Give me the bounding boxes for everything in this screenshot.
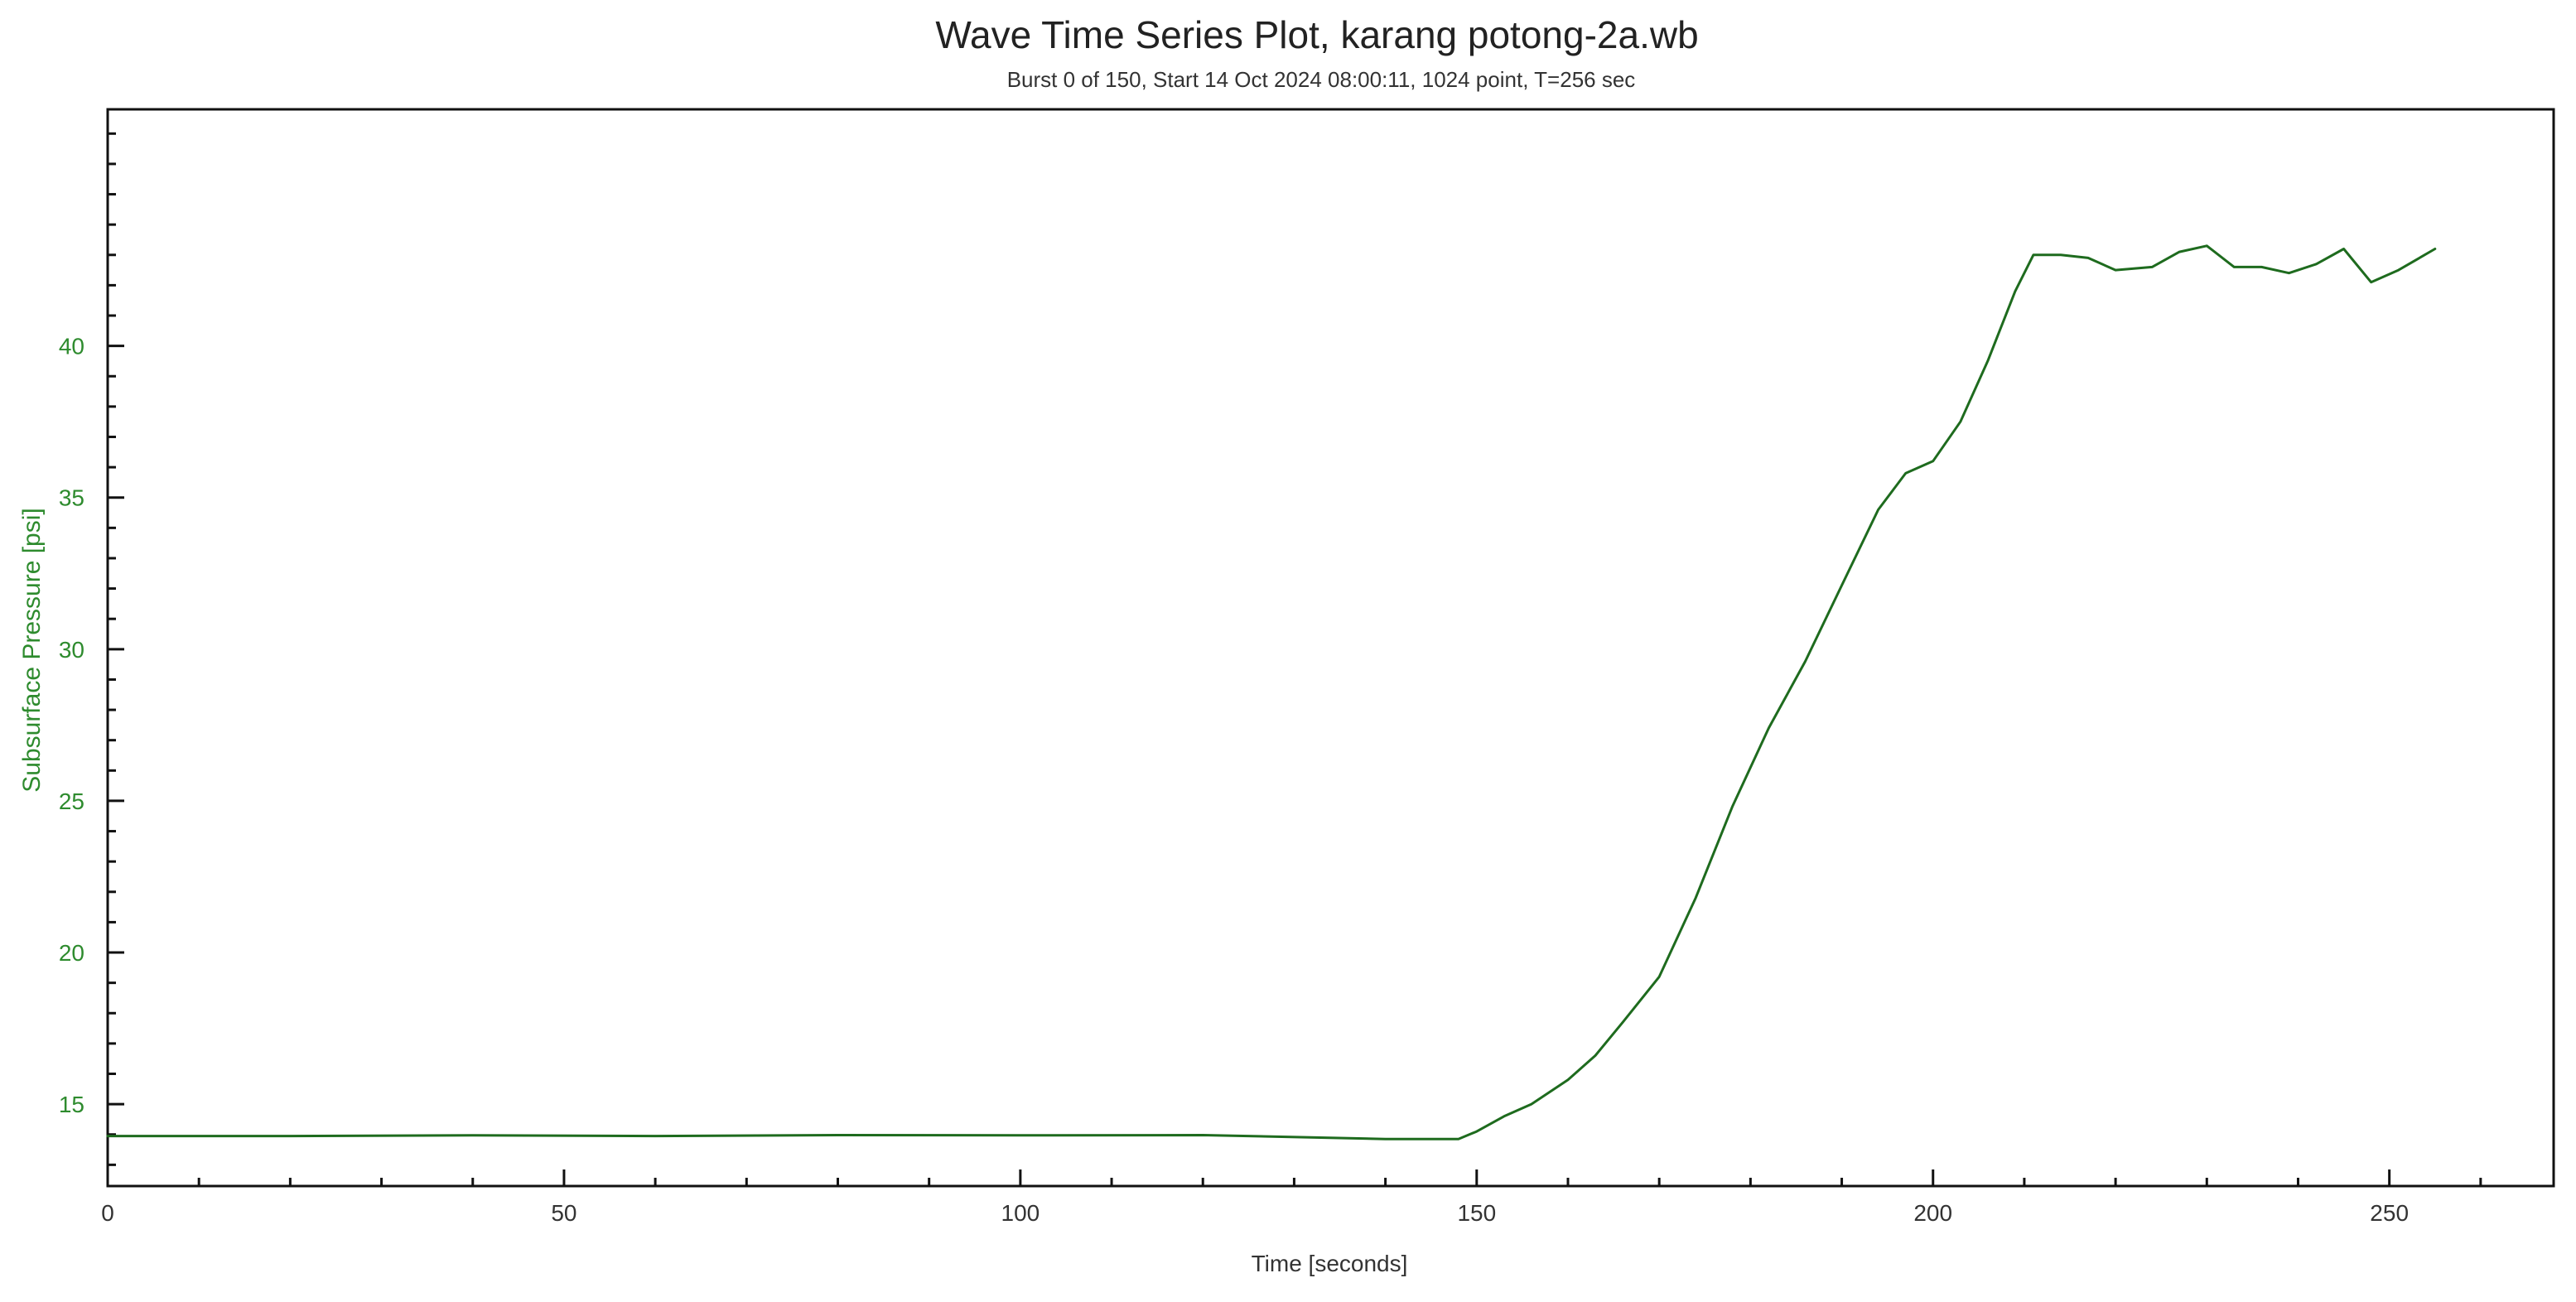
y-tick-label: 15 <box>59 1092 84 1117</box>
series-line <box>106 244 2437 1140</box>
y-tick-label: 30 <box>59 637 84 663</box>
plot-frame <box>106 108 2555 1188</box>
x-tick-label: 0 <box>101 1200 114 1226</box>
y-tick-label: 35 <box>59 485 84 511</box>
x-tick-label: 200 <box>1913 1200 1952 1226</box>
y-tick-label: 40 <box>59 334 84 359</box>
x-tick-label: 100 <box>1001 1200 1040 1226</box>
chart-title: Wave Time Series Plot, karang potong-2a.… <box>935 13 1698 56</box>
chart-subtitle: Burst 0 of 150, Start 14 Oct 2024 08:00:… <box>1007 67 1636 92</box>
x-axis-title: Time [seconds] <box>1252 1251 1408 1276</box>
plot-area: 15 20 25 30 35 40 0 50 100 150 200 250 <box>59 108 2555 1226</box>
x-tick-label: 50 <box>551 1200 576 1226</box>
y-tick-label: 25 <box>59 788 84 814</box>
x-tick-label: 150 <box>1457 1200 1496 1226</box>
x-tick-label: 250 <box>2370 1200 2409 1226</box>
y-axis-title: Subsurface Pressure [psi] <box>18 508 46 793</box>
y-tick-label: 20 <box>59 940 84 966</box>
